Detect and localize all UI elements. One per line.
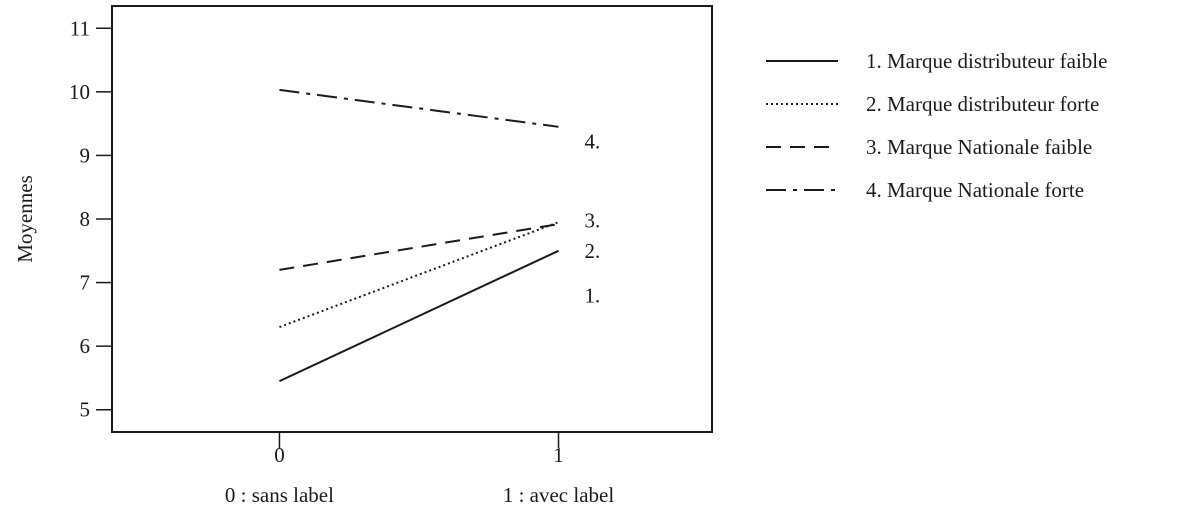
series-line-4: [279, 88, 559, 128]
x-category-label: 1 : avec label: [503, 483, 615, 507]
y-tick-label: 6: [80, 334, 91, 358]
legend-label-1: 1. Marque distributeur faible: [866, 49, 1107, 73]
x-tick-label: 1: [553, 443, 564, 467]
legend-label-4: 4. Marque Nationale forte: [866, 178, 1084, 202]
x-axis: 0 0 : sans label 1 1 : avec label: [225, 432, 614, 507]
y-axis: 5 6 7 8 9 10 11 Moyennes: [13, 16, 112, 422]
y-tick-label: 8: [80, 207, 91, 231]
x-tick-label: 0: [274, 443, 285, 467]
legend: 1. Marque distributeur faible 2. Marque d…: [766, 49, 1107, 202]
plot-area: [111, 5, 713, 433]
x-category-label: 0 : sans label: [225, 483, 334, 507]
end-labels: 1. 2. 3. 4.: [585, 129, 601, 307]
y-tick-label: 9: [80, 143, 91, 167]
y-tick-label: 5: [80, 398, 91, 422]
series-line-1: [279, 249, 559, 383]
legend-label-2: 2. Marque distributeur forte: [866, 92, 1099, 116]
series-line-3: [279, 223, 559, 271]
series-group: [279, 88, 559, 383]
legend-label-3: 3. Marque Nationale faible: [866, 135, 1092, 159]
series-end-label-1: 1.: [585, 283, 601, 307]
series-end-label-3: 3.: [585, 208, 601, 232]
series-end-label-2: 2.: [585, 239, 601, 263]
y-tick-label: 11: [70, 16, 90, 40]
y-tick-label: 7: [80, 271, 91, 295]
y-tick-label: 10: [69, 80, 90, 104]
series-line-2: [279, 221, 559, 329]
y-axis-title: Moyennes: [13, 175, 37, 263]
series-end-label-4: 4.: [585, 129, 601, 153]
plot-frame: [111, 5, 713, 433]
